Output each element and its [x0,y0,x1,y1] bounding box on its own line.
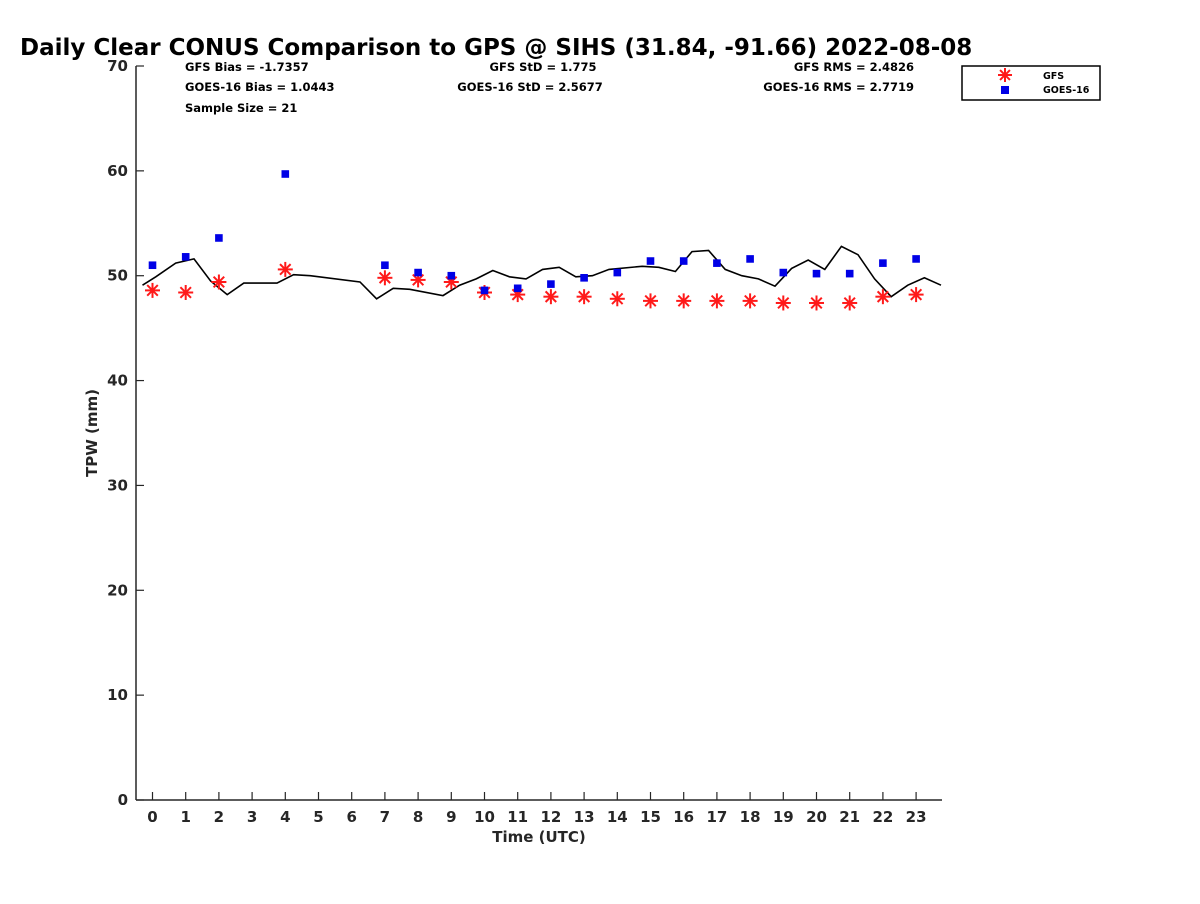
gfs-point [676,293,692,309]
goes-point [381,261,389,270]
goes-point [879,259,887,267]
x-tick-label: 1 [180,808,190,826]
legend-box [961,65,1101,101]
goes-point [447,271,456,280]
goes-point [779,268,788,277]
goes-point [845,269,854,278]
x-tick-label: 20 [806,808,827,826]
gfs-bias-text: GFS Bias = -1.7357 [185,60,309,74]
legend-gfs-asterisk [998,68,1012,82]
gfs-rms-text: GFS RMS = 2.4826 [794,60,914,74]
x-tick-label: 10 [474,808,495,826]
x-tick-label: 11 [507,808,528,826]
legend: GFS GOES-16 [961,65,1101,101]
y-tick-label: 10 [107,686,128,704]
gfs-series [145,261,924,311]
y-tick-label: 70 [107,57,128,75]
x-tick-label: 14 [607,808,628,826]
goes-point [513,284,522,293]
x-tick-label: 0 [147,808,157,826]
goes-point [679,257,688,265]
y-tick-label: 0 [118,791,128,809]
goes-point [281,170,290,178]
y-tick-label: 60 [107,162,128,180]
x-tick-label: 12 [540,808,561,826]
goes-point [713,259,721,267]
sample-size-text: Sample Size = 21 [185,101,297,115]
goes-std-text: GOES-16 StD = 2.5677 [457,80,602,94]
gfs-point [211,274,227,290]
goes-point [646,257,655,265]
gfs-point [609,291,625,307]
x-tick-label: 16 [673,808,694,826]
y-axis-label: TPW (mm) [83,389,101,477]
x-tick-label: 13 [574,808,595,826]
gfs-point [643,293,658,309]
gfs-point [809,295,824,311]
y-tick-label: 20 [107,581,128,599]
goes-point [580,274,588,282]
x-tick-label: 9 [446,808,456,826]
gfs-point [875,289,891,305]
x-tick-label: 19 [773,808,794,826]
goes-point [746,255,754,263]
goes-point [613,268,622,277]
chart-title: Daily Clear CONUS Comparison to GPS @ SI… [20,35,972,61]
gfs-point [277,261,293,277]
gfs-point [775,295,791,311]
goes-point [480,286,489,295]
reference-line-series [142,245,942,300]
y-tick-label: 30 [107,476,128,494]
gfs-point [842,295,858,311]
goes-point [912,255,920,263]
y-tick-label: 50 [107,267,128,285]
x-tick-label: 23 [906,808,927,826]
gfs-point [908,287,924,303]
goes-point [181,253,190,261]
x-tick-label: 18 [740,808,761,826]
gfs-point [145,282,160,298]
reference-series-line [142,245,942,300]
gfs-point [543,289,559,305]
goes-point [215,234,223,242]
x-tick-label: 4 [280,808,290,826]
goes-rms-text: GOES-16 RMS = 2.7719 [763,80,914,94]
goes-point [148,261,157,270]
x-tick-label: 2 [214,808,224,826]
x-tick-label: 15 [640,808,661,826]
legend-goes-label: GOES-16 [1043,85,1090,96]
x-tick-label: 17 [706,808,727,826]
gfs-point [377,270,393,286]
goes-point [812,269,821,278]
gfs-point [709,293,725,309]
gfs-point [742,293,758,309]
gfs-std-text: GFS StD = 1.775 [490,60,597,74]
x-axis-label: Time (UTC) [492,828,586,846]
x-tick-label: 3 [247,808,257,826]
legend-goes-marker [1001,86,1009,94]
goes-series [148,170,920,295]
goes-bias-text: GOES-16 Bias = 1.0443 [185,80,334,94]
x-tick-label: 7 [380,808,390,826]
x-tick-label: 8 [413,808,423,826]
goes-point [547,280,555,288]
y-tick-label: 40 [107,372,128,390]
legend-gfs-marker [998,68,1012,82]
x-tick-label: 21 [839,808,860,826]
gfs-point [178,284,194,300]
x-tick-label: 6 [346,808,356,826]
gfs-point [576,289,592,305]
statistics-annotations: GFS Bias = -1.7357 GOES-16 Bias = 1.0443… [185,60,914,115]
x-tick-label: 5 [313,808,323,826]
x-tick-label: 22 [872,808,893,826]
goes-point [414,268,422,277]
legend-gfs-label: GFS [1043,71,1064,82]
